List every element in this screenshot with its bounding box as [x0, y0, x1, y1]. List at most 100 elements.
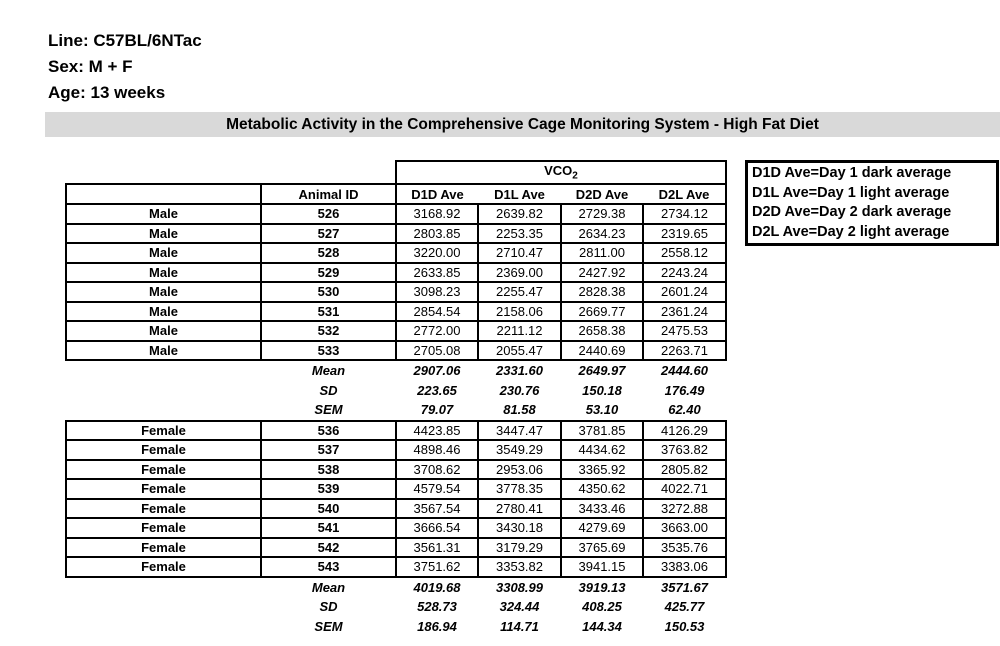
value-cell: 3549.29 — [477, 439, 562, 461]
data-table: VCO2 Animal ID D1D Ave D1L Ave D2D Ave D2L Av… — [65, 160, 727, 636]
value-cell: 3751.62 — [395, 556, 479, 578]
stat-spacer-cell — [66, 381, 261, 401]
value-cell: 3535.76 — [642, 536, 727, 558]
sex-cell: Female — [65, 497, 262, 519]
animal-id-cell: 536 — [260, 419, 397, 441]
stat-value-cell: 2444.60 — [661, 363, 708, 379]
animal-id-cell: 543 — [260, 556, 397, 578]
stat-label-cell: SEM — [314, 618, 343, 634]
value-cell: 3708.62 — [395, 458, 479, 480]
table-row: Female 536 4423.85 3447.47 3781.85 4126.29 — [65, 419, 727, 441]
value-cell: 4126.29 — [642, 419, 727, 441]
value-cell: 2243.24 — [642, 261, 727, 283]
value-cell: 4579.54 — [395, 478, 479, 500]
stat-row: SEM 186.94 114.71 144.34 150.53 — [66, 617, 726, 637]
stat-value-cell: 150.18 — [582, 382, 622, 398]
table-row: Male 527 2803.85 2253.35 2634.23 2319.65 — [65, 222, 727, 244]
value-cell: 3430.18 — [477, 517, 562, 539]
stat-value-cell: 223.65 — [417, 382, 457, 398]
meta-age: Age: 13 weeks — [48, 83, 166, 102]
stat-value-cell: 3919.13 — [578, 579, 626, 595]
legend-line: D2L Ave=Day 2 light average — [752, 223, 950, 240]
value-cell: 2734.12 — [642, 203, 727, 225]
sex-cell: Male — [65, 242, 262, 264]
column-header-cell: D1L Ave — [478, 183, 561, 205]
value-cell: 2729.38 — [560, 203, 644, 225]
stat-row: SD 223.65 230.76 150.18 176.49 — [66, 381, 726, 401]
stat-label-cell: SD — [319, 382, 338, 398]
stat-value-cell: 62.40 — [668, 402, 701, 418]
title-banner: Metabolic Activity in the Comprehensive … — [45, 112, 1000, 137]
meta-sex: Sex: M + F — [48, 57, 133, 76]
value-cell: 2427.92 — [560, 261, 644, 283]
value-cell: 2658.38 — [560, 320, 644, 342]
stat-value-cell: 186.94 — [417, 618, 457, 634]
value-cell: 2805.82 — [642, 458, 727, 480]
value-cell: 2705.08 — [395, 339, 479, 361]
value-cell: 3778.35 — [477, 478, 562, 500]
animal-id-cell: 541 — [260, 517, 397, 539]
table-row: Female 539 4579.54 3778.35 4350.62 4022.71 — [65, 478, 727, 500]
value-cell: 2158.06 — [477, 300, 562, 322]
value-cell: 4434.62 — [560, 439, 644, 461]
value-cell: 2803.85 — [395, 222, 479, 244]
stat-value-cell: 79.07 — [420, 402, 454, 418]
stat-value-cell: 144.34 — [582, 618, 622, 634]
sex-cell: Female — [65, 517, 262, 539]
value-cell: 3666.54 — [395, 517, 479, 539]
sex-cell: Female — [65, 556, 262, 578]
stat-value-cell: 3571.67 — [661, 579, 708, 595]
animal-id-cell: 530 — [260, 281, 397, 303]
value-cell: 4423.85 — [395, 419, 479, 441]
sex-cell: Male — [65, 339, 262, 361]
value-cell: 2055.47 — [477, 339, 562, 361]
sex-cell: Male — [65, 320, 262, 342]
stat-spacer-cell — [66, 360, 261, 381]
table-row: Male 532 2772.00 2211.12 2658.38 2475.53 — [65, 320, 727, 342]
sex-cell: Male — [65, 261, 262, 283]
value-cell: 2634.23 — [560, 222, 644, 244]
column-header-cell: D2L Ave — [643, 183, 727, 205]
stat-spacer-cell — [66, 577, 261, 598]
stat-value-cell: 528.73 — [417, 599, 457, 615]
meta-line: Line: C57BL/6NTac — [48, 31, 202, 50]
value-cell: 3168.92 — [395, 203, 479, 225]
stat-spacer-cell — [66, 617, 261, 637]
value-cell: 2780.41 — [477, 497, 562, 519]
stat-row: Mean 2907.06 2331.60 2649.97 2444.60 — [66, 360, 726, 381]
value-cell: 4279.69 — [560, 517, 644, 539]
table-row: Female 542 3561.31 3179.29 3765.69 3535.76 — [65, 536, 727, 558]
value-cell: 3765.69 — [560, 536, 644, 558]
value-cell: 4898.46 — [395, 439, 479, 461]
table-row: Female 543 3751.62 3353.82 3941.15 3383.06 — [65, 556, 727, 578]
table-row: Female 541 3666.54 3430.18 4279.69 3663.00 — [65, 517, 727, 539]
value-cell: 3383.06 — [642, 556, 727, 578]
animal-id-cell: 539 — [260, 478, 397, 500]
animal-id-cell: 542 — [260, 536, 397, 558]
animal-id-cell: 527 — [260, 222, 397, 244]
stat-value-cell: 3308.99 — [496, 579, 543, 595]
sex-cell: Male — [65, 222, 262, 244]
table-row: Female 540 3567.54 2780.41 3433.46 3272.88 — [65, 497, 727, 519]
value-cell: 3561.31 — [395, 536, 479, 558]
animal-id-cell: 533 — [260, 339, 397, 361]
sex-cell: Male — [65, 300, 262, 322]
sex-cell: Female — [65, 458, 262, 480]
value-cell: 2772.00 — [395, 320, 479, 342]
value-cell: 2828.38 — [560, 281, 644, 303]
value-cell: 2319.65 — [642, 222, 727, 244]
value-cell: 2669.77 — [560, 300, 644, 322]
legend-line: D1L Ave=Day 1 light average — [752, 184, 950, 201]
stat-value-cell: 324.44 — [499, 599, 540, 615]
stat-label-cell: SEM — [314, 402, 343, 418]
stat-value-cell: 150.53 — [664, 618, 705, 634]
animal-id-cell: 532 — [260, 320, 397, 342]
value-cell: 4350.62 — [560, 478, 644, 500]
stat-value-cell: 2649.97 — [578, 363, 626, 379]
table-row: Male 533 2705.08 2055.47 2440.69 2263.71 — [65, 339, 727, 361]
table-row: Female 537 4898.46 3549.29 4434.62 3763.82 — [65, 439, 727, 461]
value-cell: 3365.92 — [560, 458, 644, 480]
value-cell: 2255.47 — [477, 281, 562, 303]
value-cell: 2263.71 — [642, 339, 727, 361]
animal-id-cell: 540 — [260, 497, 397, 519]
